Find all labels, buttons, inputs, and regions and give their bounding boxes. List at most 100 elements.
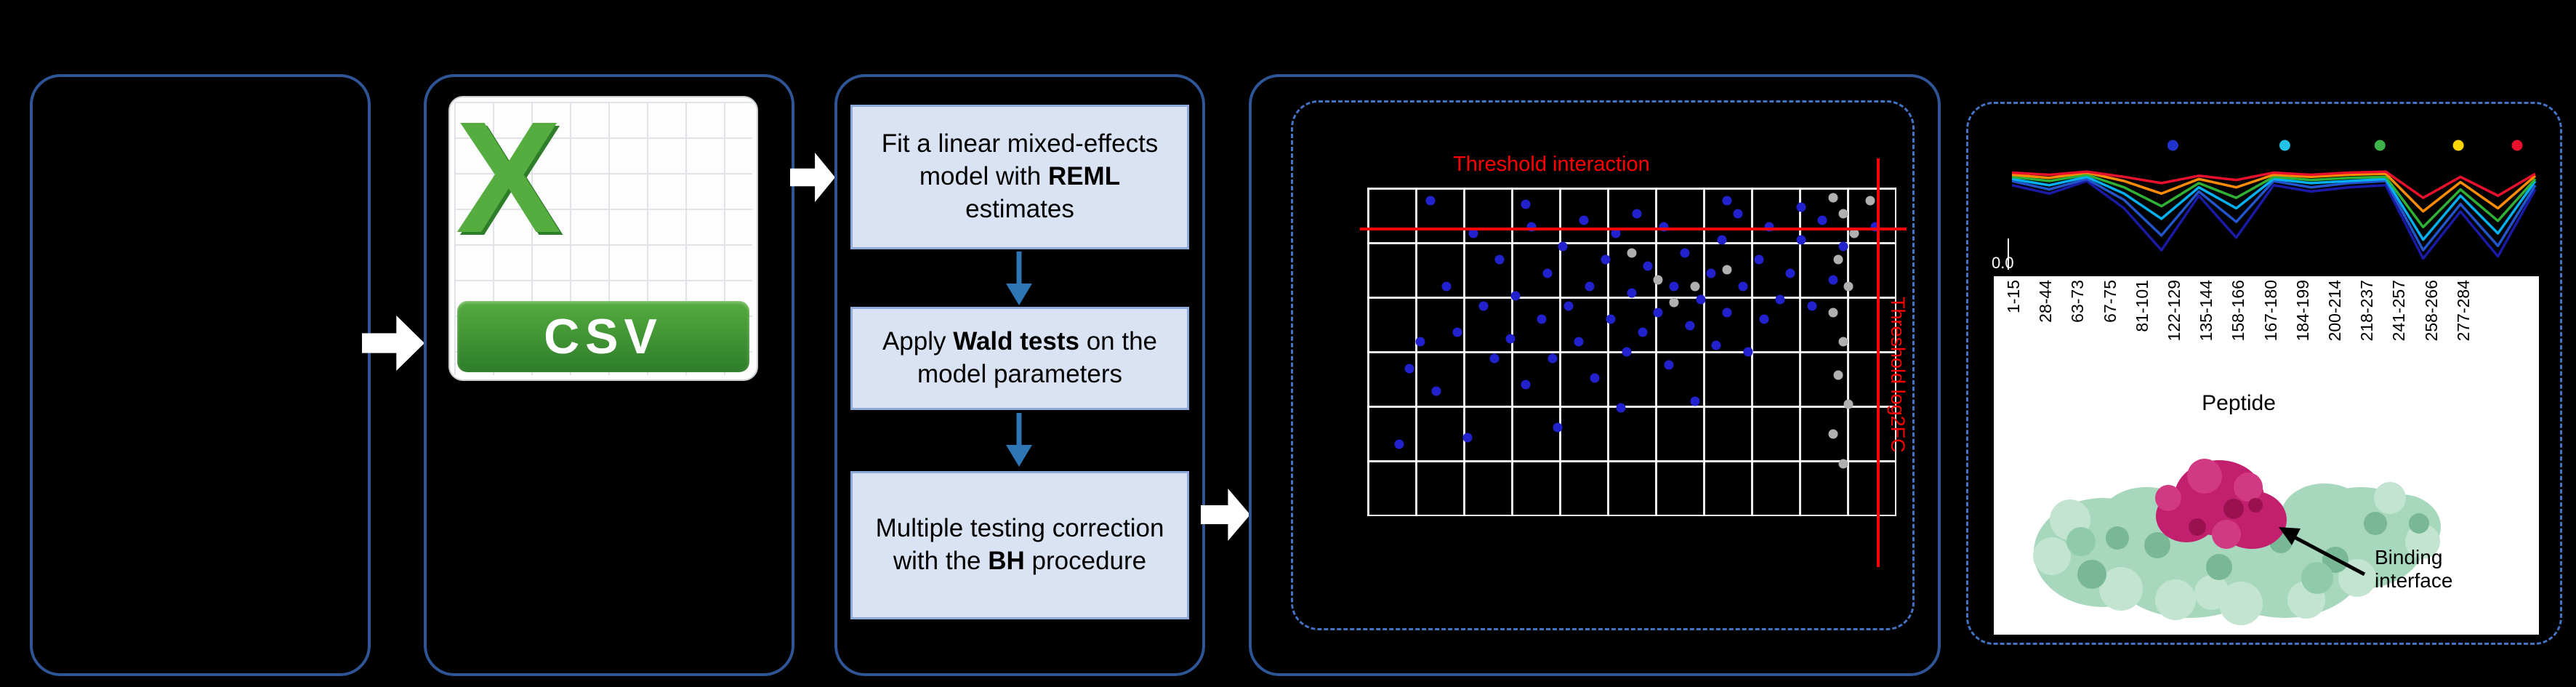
excel-x-logo: X — [456, 96, 562, 266]
csv-ribbon: CSV — [457, 301, 749, 372]
peptide-tick-label: 63-73 — [2068, 280, 2088, 323]
peptide-tick-label: 81-101 — [2132, 280, 2152, 332]
panel-volcano: Threshold interaction Threshold log2FC — [1249, 74, 1941, 676]
scatter-point-non-significant — [1838, 337, 1848, 347]
peptide-tick-label: 122-129 — [2165, 280, 2184, 342]
peptide-tick-label: 28-44 — [2036, 280, 2056, 323]
step-fit-model-text: Fit a linear mixed-effects model with RE… — [864, 128, 1175, 225]
protein-structure-graphic — [2033, 459, 2441, 625]
scatter-point-significant — [1537, 314, 1547, 324]
peptide-tick-labels: 1-15 28-44 63-73 67-75 81-101 122-129 135-144 1… — [2004, 280, 2474, 390]
volcano-plot: Threshold interaction Threshold log2FC — [1360, 153, 1909, 567]
peptide-tick-label: 200-214 — [2325, 280, 2345, 342]
scatter-point-significant — [1738, 281, 1748, 292]
scatter-point-significant — [1638, 327, 1648, 337]
scatter-point-significant — [1542, 268, 1553, 278]
scatter-point-significant — [1579, 215, 1589, 225]
scatter-point-significant — [1494, 254, 1505, 265]
protein-structure-panel: Binding interface — [1994, 418, 2539, 635]
scatter-point-significant — [1664, 360, 1674, 370]
csv-ribbon-label: CSV — [544, 309, 663, 364]
peptide-tick-label: 277-284 — [2453, 280, 2473, 342]
scatter-point-non-significant — [1627, 248, 1637, 258]
profile-line-dark-blue — [2011, 180, 2537, 260]
scatter-point-significant — [1452, 327, 1462, 337]
scatter-point-non-significant — [1843, 281, 1853, 292]
scatter-point-significant — [1462, 433, 1473, 443]
timepoint-dot — [2167, 140, 2178, 151]
flow-arrow-1 — [362, 316, 424, 371]
scatter-point-significant — [1796, 235, 1806, 245]
scatter-point-significant — [1563, 301, 1574, 311]
scatter-point-significant — [1590, 373, 1600, 383]
profile-line-cyan — [2011, 175, 2537, 241]
scatter-point-non-significant — [1843, 399, 1853, 409]
scatter-point-non-significant — [1838, 459, 1848, 469]
scatter-point-significant — [1759, 314, 1769, 324]
scatter-point-significant — [1685, 321, 1695, 331]
scatter-point-significant — [1785, 268, 1795, 278]
binding-interface-arrow — [2279, 527, 2366, 576]
scatter-point-significant — [1489, 353, 1500, 363]
scatter-point-significant — [1553, 422, 1563, 433]
scatter-point-significant — [1706, 268, 1716, 278]
threshold-fc-label: Threshold log2FC — [1887, 297, 1909, 453]
peptide-tick-label: 158-166 — [2229, 280, 2248, 342]
timepoint-dot — [2374, 140, 2386, 151]
scatter-point-significant — [1632, 209, 1642, 219]
scatter-point-significant — [1394, 439, 1404, 449]
scatter-point-non-significant — [1828, 193, 1838, 203]
panel-results: 0.0 1-15 28-44 63-73 67-75 81-101 122-129 135-… — [1966, 102, 2562, 645]
scatter-point-significant — [1431, 386, 1441, 396]
peptide-tick-label: 218-237 — [2357, 280, 2377, 342]
scatter-point-significant — [1425, 196, 1436, 206]
scatter-point-significant — [1796, 202, 1806, 212]
step-text-bold: REML — [1047, 162, 1121, 191]
peptide-tick-label: 184-199 — [2293, 280, 2312, 342]
step-text: on the model parameters — [917, 327, 1158, 388]
scatter-point-significant — [1616, 403, 1626, 413]
scatter-point-significant — [1807, 301, 1817, 311]
scatter-point-significant — [1817, 215, 1827, 225]
protein-surface — [2033, 482, 2441, 625]
scatter-point-significant — [1690, 396, 1700, 406]
scatter-point-significant — [1711, 340, 1721, 350]
step-bh-correction: Multiple testing correction with the BH … — [850, 471, 1189, 619]
scatter-point-non-significant — [1865, 196, 1875, 206]
peptide-tick-label: 135-144 — [2197, 280, 2216, 342]
timepoint-dot — [2279, 140, 2290, 151]
scatter-point-significant — [1754, 254, 1764, 265]
profile-line-blue — [2011, 177, 2537, 252]
scatter-point-non-significant — [1833, 254, 1843, 265]
scatter-point-significant — [1510, 291, 1521, 301]
scatter-point-significant — [1547, 353, 1558, 363]
binding-interface-region — [2155, 459, 2287, 549]
scatter-point-significant — [1478, 301, 1489, 311]
scatter-point-significant — [1722, 196, 1732, 206]
scatter-point-significant — [1468, 228, 1478, 238]
step-text: Apply — [882, 327, 954, 356]
scatter-point-significant — [1696, 294, 1706, 305]
threshold-line-interaction — [1360, 227, 1907, 230]
step-bh-correction-text: Multiple testing correction with the BH … — [864, 513, 1175, 578]
scatter-point-significant — [1680, 248, 1690, 258]
scatter-point-significant — [1558, 241, 1568, 252]
volcano-plot-grid — [1367, 188, 1896, 516]
panel-csv-file: X CSV — [424, 74, 794, 676]
step-text: Multiple testing correction with the — [875, 514, 1164, 575]
volcano-dashed-frame: Threshold interaction Threshold log2FC — [1291, 100, 1915, 630]
timepoint-dot — [2511, 140, 2523, 151]
scatter-point-significant — [1828, 275, 1838, 285]
profile-line-green — [2011, 173, 2537, 229]
scatter-point-significant — [1606, 314, 1616, 324]
threshold-interaction-label: Threshold interaction — [1453, 153, 1650, 176]
scatter-point-non-significant — [1690, 281, 1700, 292]
peptide-axis-title: Peptide — [2202, 391, 2276, 415]
down-arrow-1 — [1006, 252, 1032, 305]
scatter-point-significant — [1722, 308, 1732, 318]
scatter-point-significant — [1669, 281, 1679, 292]
scatter-point-non-significant — [1828, 429, 1838, 439]
scatter-point-non-significant — [1828, 308, 1838, 318]
profile-line-red — [2011, 170, 2536, 199]
